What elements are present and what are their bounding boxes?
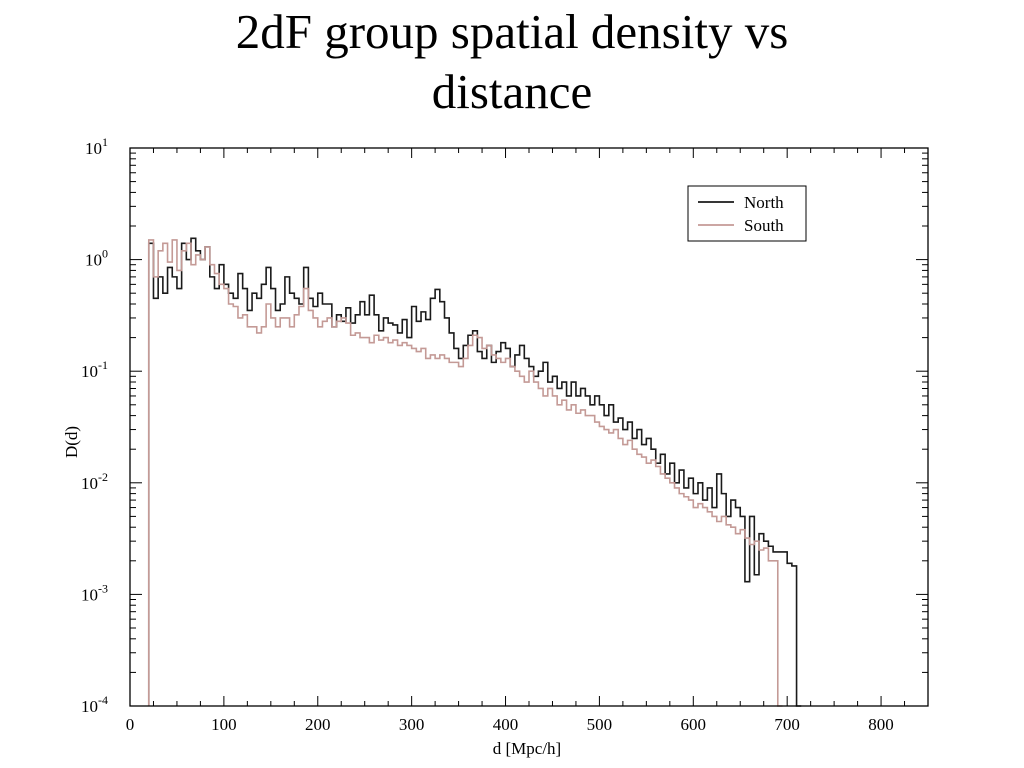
y-tick-label: 10-1 (81, 358, 108, 381)
y-tick-label: 101 (85, 135, 108, 158)
y-tick-label: 10-4 (81, 693, 108, 716)
legend: North South (687, 185, 807, 242)
x-tick-label: 600 (681, 715, 707, 734)
x-tick-label: 300 (399, 715, 425, 734)
plot-area (130, 148, 928, 706)
slide-title-line-2: distance (431, 64, 593, 119)
legend-label-north: North (744, 193, 784, 212)
x-axis-label: d [Mpc/h] (493, 739, 561, 758)
x-tick-label: 700 (774, 715, 800, 734)
x-tick-label: 0 (126, 715, 135, 734)
x-tick-label: 400 (493, 715, 519, 734)
plot-background (130, 148, 928, 706)
legend-label-south: South (744, 216, 784, 235)
series-line-north (147, 237, 802, 707)
x-tick-label: 500 (587, 715, 613, 734)
x-tick-label: 800 (868, 715, 894, 734)
x-tick-label: 100 (211, 715, 237, 734)
y-tick-label: 100 (85, 247, 108, 270)
axes-layer: 0 100 200 300 400 500 600 700 800 101 100 10-1 10-2 1… (81, 135, 929, 734)
y-tick-label: 10-3 (81, 581, 108, 604)
x-tick-label: 200 (305, 715, 331, 734)
legend-box (687, 185, 807, 242)
y-tick-label: 10-2 (81, 470, 108, 493)
series-line-south (147, 239, 783, 707)
slide-title: 2dF group spatial density vs distance (0, 2, 1024, 122)
y-axis-label: D(d) (62, 426, 81, 458)
slide-title-line-1: 2dF group spatial density vs (235, 4, 789, 59)
series-layer (147, 237, 802, 707)
